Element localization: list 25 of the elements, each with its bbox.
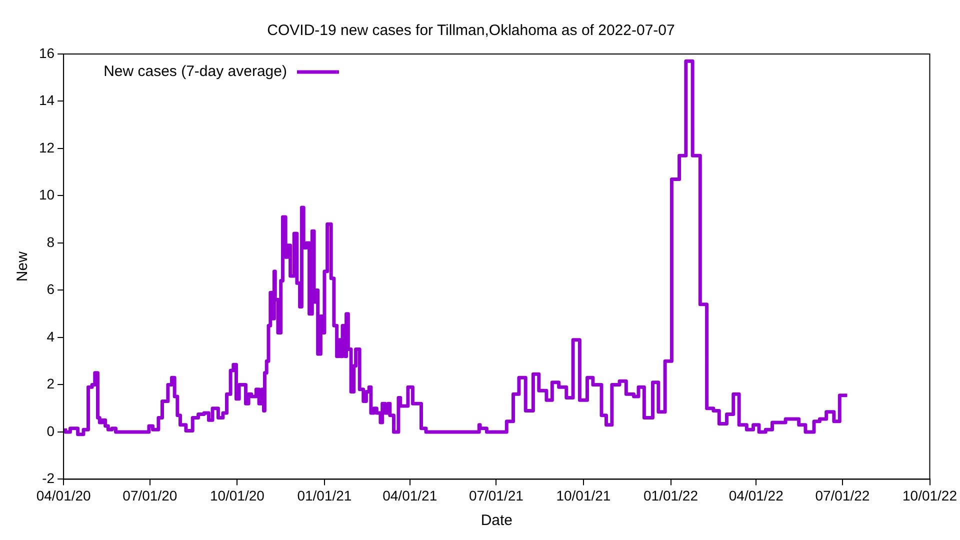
x-tick-label: 10/01/21	[556, 487, 611, 504]
x-tick-label: 04/01/20	[36, 487, 92, 504]
legend-label: New cases (7-day average)	[104, 63, 287, 80]
y-tick-label: 6	[46, 281, 55, 298]
x-axis-title: Date	[480, 512, 513, 530]
y-tick-label: 10	[38, 186, 55, 203]
y-tick-label: 12	[38, 139, 55, 156]
y-tick-label: 0	[46, 422, 55, 439]
x-tick-label: 07/01/22	[815, 487, 870, 504]
y-tick-label: 16	[38, 44, 55, 61]
y-axis-title: New	[14, 251, 32, 282]
x-tick-label: 01/01/21	[297, 487, 352, 504]
x-tick-label: 10/01/20	[210, 487, 265, 504]
x-tick-label: 04/01/21	[382, 487, 438, 504]
x-tick-label: 01/01/22	[644, 487, 698, 504]
y-tick-label: 2	[46, 376, 55, 392]
chart-title: COVID-19 new cases for Tillman,Oklahoma as of 2022-07-07	[267, 22, 675, 40]
x-tick-label: 04/01/22	[728, 487, 784, 504]
x-tick-label: 07/01/21	[468, 487, 524, 504]
x-tick-label: 10/01/22	[902, 487, 958, 504]
y-tick-label: 14	[38, 92, 55, 108]
x-tick-label: 07/01/20	[122, 487, 178, 504]
y-tick-label: 8	[46, 234, 55, 250]
y-tick-label: -2	[42, 470, 55, 486]
y-tick-label: 4	[46, 328, 55, 344]
